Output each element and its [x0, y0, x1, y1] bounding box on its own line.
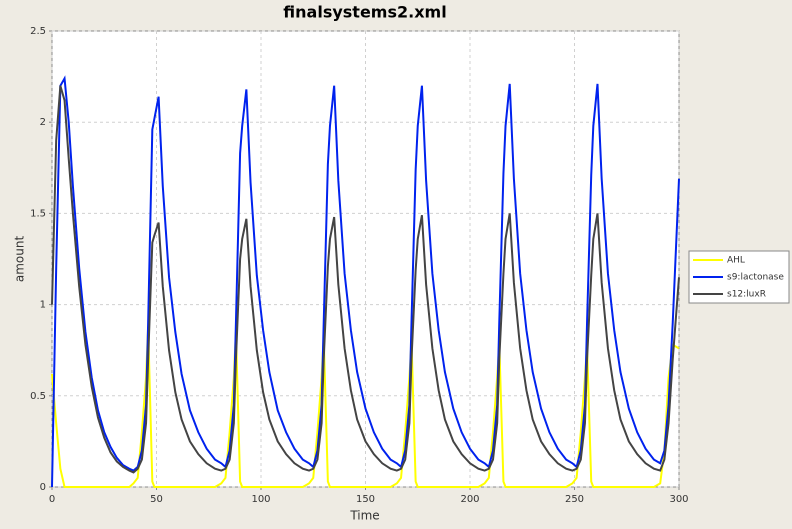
x-tick-label: 200	[460, 494, 479, 505]
y-tick-label: 0.5	[30, 391, 46, 402]
y-tick-label: 1	[40, 300, 46, 311]
legend-label: s12:luxR	[727, 290, 766, 300]
x-tick-label: 100	[251, 494, 270, 505]
y-tick-label: 1.5	[30, 208, 46, 219]
chart-title: finalsystems2.xml	[283, 3, 446, 22]
y-tick-label: 2.5	[30, 26, 46, 37]
series-line	[51, 75, 680, 488]
legend-label: s9:lactonase	[727, 273, 784, 283]
x-tick-label: 250	[565, 494, 584, 505]
y-axis-label: amount	[13, 236, 27, 283]
x-tick-label: 300	[669, 494, 688, 505]
series-line	[51, 85, 680, 474]
x-axis-label: Time	[349, 509, 379, 523]
y-tick-label: 0	[40, 482, 46, 493]
x-tick-label: 50	[150, 494, 163, 505]
y-tick-label: 2	[40, 117, 46, 128]
x-tick-label: 0	[49, 494, 55, 505]
x-tick-label: 150	[356, 494, 375, 505]
legend-label: AHL	[727, 256, 745, 266]
